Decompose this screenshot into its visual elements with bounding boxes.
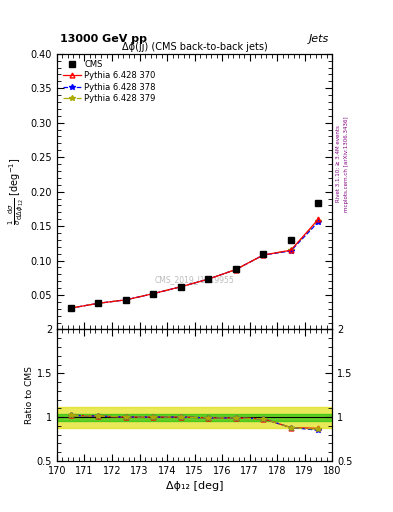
- Bar: [57, 407, 332, 428]
- CMS: [151, 291, 156, 297]
- Pythia 6.428 378: [233, 266, 238, 272]
- CMS: [261, 250, 266, 257]
- Legend: CMS, Pythia 6.428 370, Pythia 6.428 378, Pythia 6.428 379: CMS, Pythia 6.428 370, Pythia 6.428 378,…: [61, 58, 158, 105]
- Pythia 6.428 379: [316, 218, 321, 224]
- CMS: [123, 297, 128, 303]
- Pythia 6.428 370: [123, 297, 128, 303]
- Pythia 6.428 379: [206, 276, 211, 282]
- CMS: [206, 276, 211, 282]
- CMS: [288, 237, 293, 243]
- Y-axis label: Ratio to CMS: Ratio to CMS: [25, 366, 34, 424]
- Pythia 6.428 378: [288, 248, 293, 254]
- Pythia 6.428 370: [151, 291, 156, 297]
- Pythia 6.428 379: [261, 252, 266, 258]
- CMS: [233, 266, 238, 272]
- CMS: [96, 300, 101, 306]
- CMS: [178, 284, 183, 290]
- Pythia 6.428 378: [123, 297, 128, 303]
- Text: Jets: Jets: [309, 34, 329, 44]
- Text: mcplots.cern.ch [arXiv:1306.3436]: mcplots.cern.ch [arXiv:1306.3436]: [344, 116, 349, 211]
- Text: Rivet 3.1.10; ≥ 3.4M events: Rivet 3.1.10; ≥ 3.4M events: [336, 125, 341, 202]
- Pythia 6.428 378: [261, 252, 266, 258]
- Line: Pythia 6.428 370: Pythia 6.428 370: [68, 217, 321, 311]
- Pythia 6.428 378: [206, 276, 211, 282]
- Y-axis label: $\frac{1}{\sigma}\frac{\mathrm{d}\sigma}{\mathrm{d}\Delta\phi_{12}}\ [\mathrm{de: $\frac{1}{\sigma}\frac{\mathrm{d}\sigma}…: [7, 158, 26, 225]
- Text: CMS_2019_I1719955: CMS_2019_I1719955: [155, 275, 234, 284]
- Pythia 6.428 379: [123, 297, 128, 303]
- CMS: [68, 305, 73, 311]
- Line: Pythia 6.428 379: Pythia 6.428 379: [68, 218, 321, 311]
- Pythia 6.428 370: [316, 216, 321, 222]
- Pythia 6.428 379: [178, 284, 183, 290]
- Pythia 6.428 370: [261, 252, 266, 258]
- Line: Pythia 6.428 378: Pythia 6.428 378: [68, 219, 321, 311]
- Pythia 6.428 378: [178, 284, 183, 290]
- Pythia 6.428 370: [233, 266, 238, 272]
- X-axis label: Δϕ₁₂ [deg]: Δϕ₁₂ [deg]: [166, 481, 223, 491]
- Pythia 6.428 370: [206, 276, 211, 282]
- Pythia 6.428 379: [288, 247, 293, 253]
- Pythia 6.428 378: [68, 305, 73, 311]
- Pythia 6.428 379: [96, 300, 101, 306]
- Text: 13000 GeV pp: 13000 GeV pp: [60, 34, 147, 44]
- Pythia 6.428 370: [96, 300, 101, 306]
- Pythia 6.428 378: [151, 291, 156, 297]
- Pythia 6.428 379: [68, 305, 73, 311]
- Pythia 6.428 378: [316, 219, 321, 225]
- Pythia 6.428 370: [178, 284, 183, 290]
- Pythia 6.428 370: [68, 305, 73, 311]
- Line: CMS: CMS: [68, 201, 321, 311]
- Pythia 6.428 370: [288, 247, 293, 253]
- Pythia 6.428 378: [96, 300, 101, 306]
- CMS: [316, 200, 321, 206]
- Text: Δϕ(jj) (CMS back-to-back jets): Δϕ(jj) (CMS back-to-back jets): [122, 42, 267, 52]
- Pythia 6.428 379: [233, 266, 238, 272]
- Pythia 6.428 379: [151, 291, 156, 297]
- Bar: [57, 414, 332, 420]
